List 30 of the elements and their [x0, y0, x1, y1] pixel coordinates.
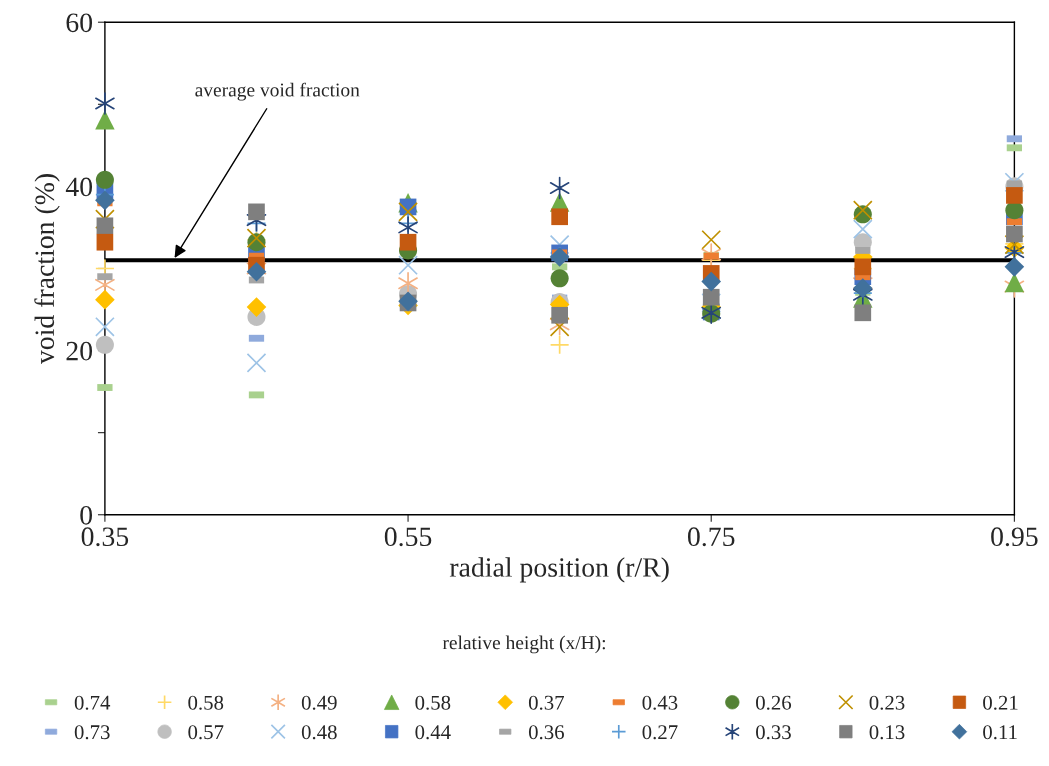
legend-label: 0.11 — [983, 725, 1017, 740]
legend-label: 0.58 — [415, 695, 451, 710]
legend-label: 0.37 — [528, 695, 565, 710]
ref-line-label: average void fraction — [195, 82, 360, 101]
legend-label: 0.27 — [642, 725, 678, 740]
legend-label: 0.13 — [869, 725, 905, 740]
legend-label: 0.33 — [756, 725, 791, 740]
legend-title: relative height (x/H): — [442, 635, 605, 654]
legend-label: 0.49 — [301, 695, 337, 710]
legend-label: 0.73 — [74, 725, 110, 740]
legend-label: 0.48 — [301, 725, 337, 740]
x-tick-label: 0.75 — [687, 527, 735, 547]
legend-label: 0.21 — [983, 695, 1018, 710]
x-axis-title: radial position (r/R) — [449, 557, 669, 583]
y-tick-label: 0 — [80, 505, 93, 525]
y-tick-label: 40 — [65, 177, 93, 197]
y-tick-label: 20 — [66, 341, 93, 361]
legend-label: 0.23 — [869, 695, 905, 710]
y-tick-label: 60 — [66, 13, 93, 33]
x-tick-label: 0.35 — [81, 527, 129, 547]
legend-label: 0.43 — [642, 695, 678, 710]
legend-label: 0.74 — [74, 695, 111, 710]
legend-label: 0.26 — [756, 695, 792, 710]
x-tick-label: 0.55 — [384, 527, 432, 547]
legend-label: 0.36 — [528, 725, 564, 740]
legend-label: 0.58 — [188, 695, 224, 710]
legend-label: 0.44 — [415, 725, 451, 740]
y-axis-title: void fraction (%) — [34, 174, 60, 365]
legend-label: 0.57 — [188, 725, 224, 740]
x-tick-label: 0.95 — [991, 527, 1038, 547]
